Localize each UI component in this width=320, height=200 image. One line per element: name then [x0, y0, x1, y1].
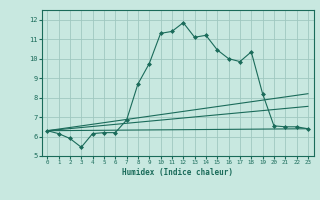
X-axis label: Humidex (Indice chaleur): Humidex (Indice chaleur)	[122, 168, 233, 177]
